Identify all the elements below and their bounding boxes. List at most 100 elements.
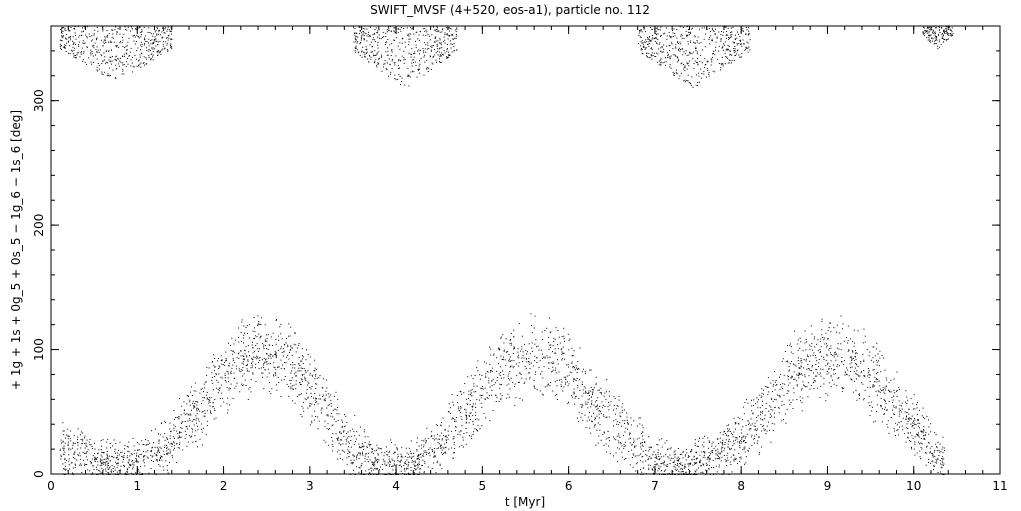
data-point: [180, 414, 182, 416]
data-point: [680, 462, 682, 464]
data-point: [542, 377, 544, 379]
data-point: [552, 390, 554, 392]
data-point: [920, 430, 922, 432]
data-point: [797, 374, 799, 376]
data-point: [96, 474, 98, 475]
data-point: [353, 435, 355, 437]
data-point: [733, 431, 735, 433]
data-point: [327, 404, 329, 406]
data-point: [136, 50, 138, 52]
data-point: [741, 432, 742, 434]
data-point: [133, 66, 135, 68]
data-point: [252, 330, 254, 332]
data-point: [786, 375, 788, 377]
data-point: [739, 447, 741, 449]
data-point: [354, 32, 356, 34]
data-point: [141, 30, 143, 32]
data-point: [413, 455, 415, 457]
data-point: [290, 326, 292, 328]
data-point: [850, 356, 852, 358]
data-point: [72, 467, 74, 469]
data-point: [77, 444, 79, 446]
data-point: [430, 45, 432, 47]
data-point: [906, 415, 907, 417]
data-point: [391, 51, 393, 53]
data-point: [556, 385, 558, 387]
data-point: [528, 360, 529, 362]
data-point: [765, 408, 767, 409]
data-point: [287, 354, 289, 356]
data-point: [793, 378, 795, 380]
data-point: [363, 52, 365, 54]
data-point: [398, 465, 400, 467]
data-point: [372, 37, 374, 39]
data-point: [746, 399, 748, 401]
data-point: [369, 44, 371, 46]
data-point: [122, 56, 124, 58]
data-point: [341, 439, 342, 441]
data-point: [497, 348, 499, 350]
data-point: [567, 364, 569, 366]
data-point: [719, 441, 721, 443]
data-point: [427, 34, 429, 35]
data-point: [588, 419, 590, 421]
data-point: [424, 61, 426, 63]
data-point: [413, 452, 415, 454]
data-point: [583, 392, 585, 394]
data-point: [192, 420, 194, 422]
data-point: [655, 464, 657, 466]
data-point: [166, 446, 168, 448]
data-point: [739, 441, 741, 443]
data-point: [85, 442, 87, 444]
data-point: [96, 458, 98, 460]
data-point: [398, 59, 400, 61]
data-point: [552, 370, 554, 372]
data-point: [696, 457, 698, 459]
data-point: [137, 60, 139, 62]
data-point: [361, 463, 363, 464]
data-point: [274, 372, 276, 374]
data-point: [385, 42, 387, 43]
data-point: [195, 430, 197, 432]
data-point: [298, 394, 300, 396]
data-point: [214, 399, 216, 400]
data-point: [196, 408, 197, 410]
data-point: [126, 446, 128, 447]
data-point: [799, 374, 801, 375]
data-point: [105, 42, 107, 44]
data-point: [118, 65, 120, 67]
data-point: [731, 62, 732, 64]
data-point: [361, 446, 363, 448]
data-point: [431, 45, 433, 47]
data-point: [419, 49, 421, 51]
data-point: [186, 413, 188, 415]
data-point: [752, 412, 754, 414]
data-point: [868, 373, 870, 375]
data-point: [656, 42, 657, 44]
data-point: [830, 368, 832, 370]
data-point: [115, 457, 117, 459]
data-point: [221, 359, 223, 361]
data-point: [852, 341, 854, 343]
data-point: [465, 418, 467, 420]
data-point: [817, 387, 818, 389]
data-point: [355, 41, 357, 43]
data-point: [175, 417, 177, 418]
data-point: [735, 428, 736, 430]
data-point: [789, 343, 791, 345]
data-point: [655, 33, 657, 35]
data-point: [91, 63, 93, 65]
data-point: [857, 366, 859, 368]
data-point: [725, 460, 727, 462]
data-point: [651, 55, 653, 57]
data-point: [177, 437, 179, 439]
data-point: [144, 465, 146, 467]
data-point: [877, 390, 879, 392]
data-point: [448, 35, 450, 37]
data-point: [318, 420, 320, 422]
data-point: [72, 53, 74, 55]
data-point: [781, 386, 783, 388]
data-point: [326, 428, 328, 430]
data-point: [180, 436, 182, 438]
data-point: [157, 448, 159, 450]
